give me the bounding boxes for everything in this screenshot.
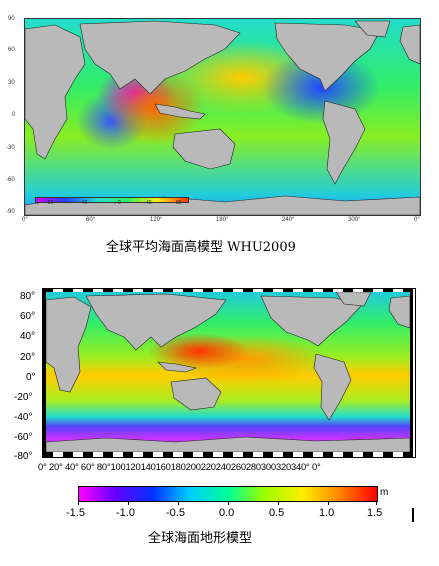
sea-surface-topography-map [46, 292, 410, 452]
map1-lon-label: 120° [150, 217, 163, 223]
map2-lat-label: 80° [20, 291, 36, 302]
map2-lat-label: 0° [26, 372, 36, 383]
map2-lat-label: 40° [20, 331, 36, 342]
colorbar-tick [128, 501, 129, 505]
map1-lon-label: 300° [348, 217, 361, 223]
map1-lat-label: 60 [8, 47, 15, 53]
map2-landmasses [46, 292, 410, 452]
map1-legend-label: -40 [80, 200, 88, 206]
mean-sea-surface-map [24, 18, 421, 216]
colorbar-tick-label: 0.5 [269, 507, 285, 519]
map1-lat-label: -30 [6, 145, 15, 151]
map1-landmasses [25, 20, 420, 215]
map1-lon-label: 0° [22, 217, 28, 223]
colorbar-tick-label: 0.0 [219, 507, 235, 519]
map2-caption: 全球海面地形模型 [148, 531, 253, 546]
colorbar [78, 486, 378, 502]
map2-lat-label: -80° [14, 451, 33, 462]
map1-lat-label: -60 [6, 177, 15, 183]
map1-lon-label: 180° [216, 217, 229, 223]
map1-lat-label: 0 [12, 112, 16, 118]
map1-legend-label: -80 [46, 200, 54, 206]
map1-lon-label: 60° [86, 217, 96, 223]
map1-lon-label: 240° [282, 217, 295, 223]
colorbar-tick [328, 501, 329, 505]
map1-legend-label: 40 [146, 200, 152, 206]
colorbar-tick-label: -1.0 [116, 507, 135, 519]
map1-lat-label: 30 [8, 80, 15, 86]
text-cursor-mark [412, 508, 414, 522]
map2-lat-label: -40° [14, 412, 33, 423]
colorbar-tick [376, 501, 377, 505]
map1-lat-label: 90 [8, 16, 15, 22]
map1-caption: 全球平均海面高模型 WHU2009 [106, 240, 296, 255]
map1-legend-label: 0 [118, 200, 121, 206]
colorbar-tick-label: 1.0 [319, 507, 335, 519]
map1-legend-bar [35, 197, 189, 203]
colorbar-tick [278, 501, 279, 505]
map1-lat-label: -90 [6, 209, 15, 215]
map1-lon-label: 0° [414, 217, 420, 223]
map2-lon-labels: 0° 20° 40° 60° 80°1001201401601802002202… [38, 461, 321, 472]
map2-lat-label: -60° [14, 432, 33, 443]
colorbar-tick [78, 501, 79, 505]
colorbar-tick [228, 501, 229, 505]
colorbar-tick [178, 501, 179, 505]
colorbar-tick-label: -0.5 [166, 507, 185, 519]
map2-lat-label: 60° [20, 311, 36, 322]
map2-lat-label: 20° [20, 352, 36, 363]
colorbar-unit: m [380, 487, 389, 498]
colorbar-tick-label: 1.5 [367, 507, 383, 519]
colorbar-tick-label: -1.5 [66, 507, 85, 519]
map2-lat-label: -20° [14, 392, 33, 403]
map1-legend-label: 80 [176, 200, 182, 206]
